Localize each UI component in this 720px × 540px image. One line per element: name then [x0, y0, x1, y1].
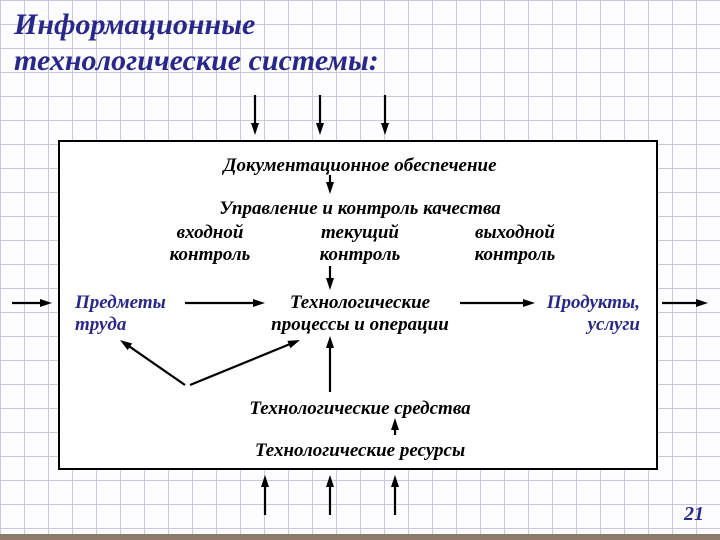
bottom-accent-bar: [0, 534, 720, 540]
label-resources: Технологические ресурсы: [255, 440, 465, 462]
label-doc-support: Документационное обеспечение: [223, 155, 496, 177]
label-quality-mgmt: Управление и контроль качества: [219, 198, 501, 220]
label-out-ctrl: выходной контроль: [475, 222, 556, 266]
label-processes: Технологические процессы и операции: [271, 292, 449, 336]
title-line-2: технологические системы:: [14, 44, 379, 78]
label-means: Технологические средства: [249, 398, 470, 420]
page-number: 21: [684, 503, 704, 526]
label-cur-ctrl: текущий контроль: [320, 222, 401, 266]
label-products: Продукты, услуги: [547, 292, 640, 336]
label-in-ctrl: входной контроль: [170, 222, 251, 266]
title-line-1: Информационные: [14, 8, 255, 42]
label-subjects: Предметы труда: [75, 292, 166, 336]
